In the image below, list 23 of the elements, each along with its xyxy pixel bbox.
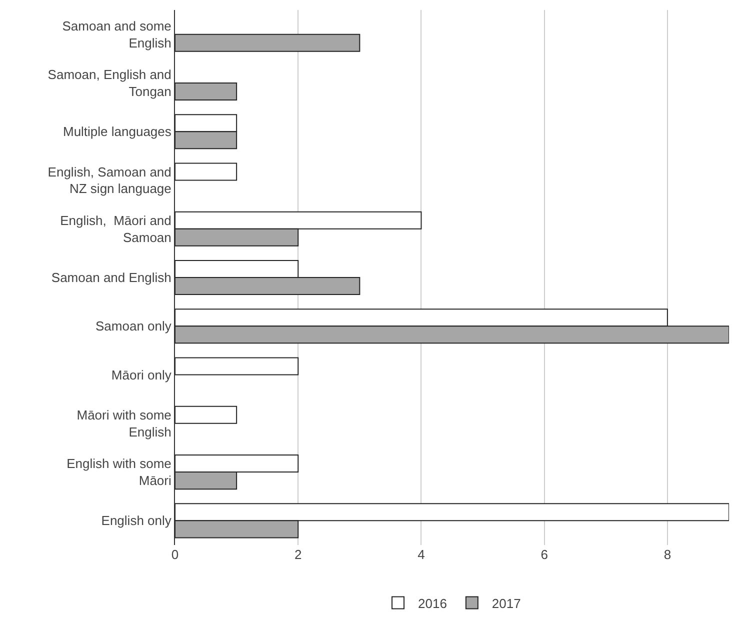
y-tick-label: Multiple languages [62,124,172,140]
x-tick-label: 2 [294,547,302,562]
y-tick-label: Māori only [111,367,172,382]
legend-label: 2017 [492,596,521,611]
y-tick-label: English, Māori and Samoan [60,212,172,245]
y-tick-label: English with some Māori [66,456,172,488]
x-tick-label: 0 [171,547,179,562]
y-tick-label: English only [101,513,172,528]
y-tick-label: Samoan and some English [62,18,172,50]
bar [175,357,299,376]
x-tick-label: 6 [540,547,548,562]
y-tick-label: Samoan, English and Tongan [48,67,172,99]
x-tick-label: 4 [418,547,425,562]
bar [175,34,360,52]
bar [175,82,238,100]
y-tick-label: English, Samoan and NZ sign language [48,164,172,196]
y-tick-label: Māori with some English [76,408,172,440]
y-tick-label: Samoan and English [51,270,172,286]
y-tick-label: Samoan only [96,318,172,334]
legend-label: 2016 [418,596,447,611]
bar [175,162,238,181]
x-tick-label: 8 [664,547,672,562]
bar [175,406,238,424]
